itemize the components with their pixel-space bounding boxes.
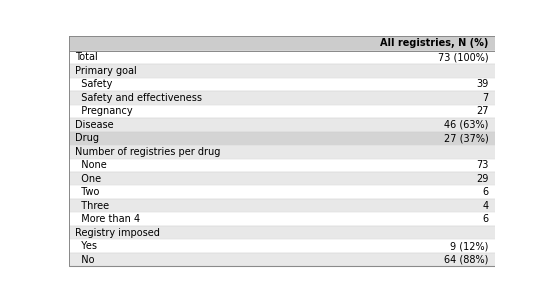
Text: 4: 4	[483, 201, 489, 211]
Text: 27 (37%): 27 (37%)	[444, 133, 489, 143]
Bar	[69, 132, 495, 145]
Text: Safety: Safety	[75, 79, 112, 89]
Bar	[69, 91, 495, 105]
Bar	[69, 172, 495, 185]
Text: 29: 29	[476, 174, 489, 184]
Bar	[69, 51, 495, 64]
Text: 46 (63%): 46 (63%)	[444, 120, 489, 130]
Text: Drug: Drug	[75, 133, 99, 143]
Bar	[69, 64, 495, 78]
Bar	[69, 226, 495, 239]
Text: One: One	[75, 174, 101, 184]
Bar	[69, 36, 495, 51]
Bar	[69, 213, 495, 226]
Text: 9 (12%): 9 (12%)	[450, 241, 489, 251]
Text: Yes: Yes	[75, 241, 97, 251]
Bar	[69, 105, 495, 118]
Bar	[69, 145, 495, 159]
Text: Registry imposed: Registry imposed	[75, 228, 160, 238]
Text: Safety and effectiveness: Safety and effectiveness	[75, 93, 202, 103]
Bar	[69, 239, 495, 253]
Bar	[69, 118, 495, 132]
Text: Three: Three	[75, 201, 109, 211]
Text: Pregnancy: Pregnancy	[75, 106, 133, 116]
Text: 39: 39	[476, 79, 489, 89]
Text: All registries, N (%): All registries, N (%)	[381, 39, 489, 48]
Text: 7: 7	[482, 93, 489, 103]
Text: 73: 73	[476, 160, 489, 170]
Text: 64 (88%): 64 (88%)	[444, 255, 489, 265]
Text: 27: 27	[476, 106, 489, 116]
Bar	[69, 78, 495, 91]
Text: Total: Total	[75, 52, 98, 63]
Bar	[69, 253, 495, 266]
Text: Number of registries per drug: Number of registries per drug	[75, 147, 221, 157]
Text: 73 (100%): 73 (100%)	[438, 52, 489, 63]
Bar	[69, 159, 495, 172]
Text: 6: 6	[483, 187, 489, 197]
Bar	[69, 185, 495, 199]
Text: Two: Two	[75, 187, 100, 197]
Text: 6: 6	[483, 214, 489, 224]
Text: No: No	[75, 255, 95, 265]
Text: Primary goal: Primary goal	[75, 66, 137, 76]
Text: None: None	[75, 160, 107, 170]
Text: More than 4: More than 4	[75, 214, 140, 224]
Bar	[69, 199, 495, 213]
Text: Disease: Disease	[75, 120, 114, 130]
